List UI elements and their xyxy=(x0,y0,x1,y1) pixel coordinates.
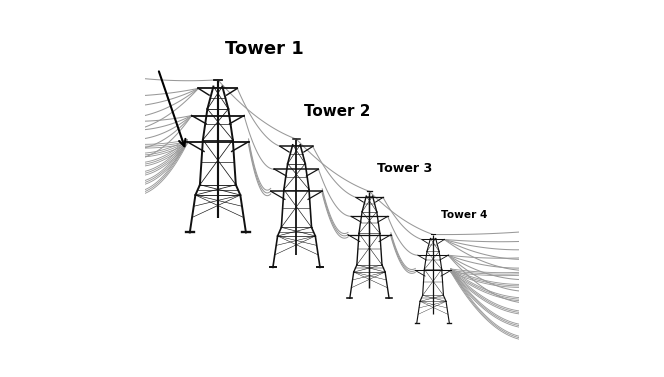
Text: Tower 1: Tower 1 xyxy=(225,40,304,58)
Text: Tower 4: Tower 4 xyxy=(440,210,487,220)
Text: Tower 3: Tower 3 xyxy=(377,162,432,175)
Text: Tower 2: Tower 2 xyxy=(304,104,371,119)
